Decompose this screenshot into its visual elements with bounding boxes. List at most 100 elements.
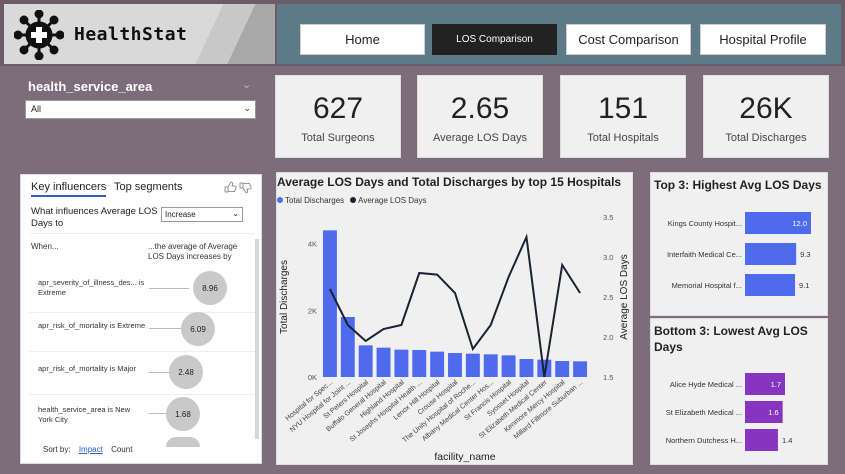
bar-total-discharges[interactable] [394,349,409,377]
hbar[interactable] [745,373,785,395]
y-tick-label: 4K [308,240,317,249]
thumbs-feedback-icon[interactable] [224,181,252,193]
sort-label: Sort by: [43,445,71,454]
influencer-connector [149,413,169,414]
y2-tick-label: 1.5 [603,373,613,382]
influencer-item-label[interactable]: health_service_area is New York City [38,405,131,424]
bar-total-discharges[interactable] [340,317,355,377]
legend-dot-icon [277,197,283,203]
kpi-label: Total Hospitals [587,132,659,144]
bar-total-discharges[interactable] [537,359,552,377]
bottom3-panel: Bottom 3: Lowest Avg LOS Days Alice Hyde… [650,318,828,465]
legend-label: Total Discharges [285,196,345,205]
vertical-scrollbar[interactable] [255,239,259,439]
sort-count-option[interactable]: Count [111,445,133,454]
bar-total-discharges[interactable] [483,354,498,377]
y-tick-label: 0K [308,373,317,382]
bottom3-bar-chart: Alice Hyde Medical ... 1.7 St Elizabeth Me… [666,373,792,451]
kpi-value: 627 [312,92,364,125]
hbar[interactable] [745,401,783,423]
chart-title: Average LOS Days and Total Discharges by… [277,175,622,189]
kpi-label: Average LOS Days [433,132,527,144]
sort-by-control: Sort by: Impact Count [43,445,132,454]
nav-home-button[interactable]: Home [300,24,425,55]
y2-tick-label: 2.5 [603,293,613,302]
bar-total-discharges[interactable] [501,355,516,377]
kpi-total-discharges: 26K Total Discharges [703,75,829,158]
bar-total-discharges[interactable] [412,350,427,377]
chevron-down-icon: ⌄ [243,103,251,113]
legend-item-discharges[interactable]: Total Discharges [277,196,344,205]
los-discharges-chart: Average LOS Days and Total Discharges by… [276,172,633,465]
kpi-value: 2.65 [450,92,510,125]
tab-key-influencers[interactable]: Key influencers [31,181,107,197]
bar-category-label: Kings County Hospit... [668,219,742,228]
top3-panel: Top 3: Highest Avg LOS Days Kings County… [650,172,828,316]
divider [29,351,255,352]
col-when-header: When... [31,242,59,251]
bar-category-label: St Elizabeth Medical ... [666,408,742,417]
increase-decrease-dropdown[interactable]: Increase ⌄ [161,207,243,222]
bar-value-label: 12.0 [792,219,807,228]
influencer-value-bubble[interactable]: 8.96 [193,271,227,305]
health-service-area-dropdown[interactable]: All ⌄ [25,100,256,119]
line-average-los-days[interactable] [329,233,581,378]
nav-cost-comparison-button[interactable]: Cost Comparison [566,24,691,55]
hbar[interactable] [745,212,811,234]
y2-tick-label: 3.0 [603,253,613,262]
sort-impact-option[interactable]: Impact [78,445,103,454]
y2-tick-label: 3.5 [603,213,613,222]
influencer-item-label[interactable]: apr_risk_of_mortality is Extreme [38,321,146,330]
influencer-connector [149,328,185,329]
nav-hospital-profile-button[interactable]: Hospital Profile [700,24,826,55]
bar-category-label: Memorial Hospital f... [672,281,742,290]
bar-value-label: 1.7 [771,380,781,389]
logo-decoration [185,4,275,64]
nav-los-comparison-button[interactable]: LOS Comparison [432,24,557,55]
bar-total-discharges[interactable] [376,347,391,377]
divider [29,312,255,313]
kpi-label: Total Discharges [725,132,807,144]
bar-total-discharges[interactable] [519,359,534,377]
hbar[interactable] [745,429,778,451]
influencer-item-label[interactable]: apr_risk_of_mortality is Major [38,364,136,373]
chevron-down-icon: ⌄ [232,209,239,218]
bar-total-discharges[interactable] [573,361,588,377]
influencer-item-label[interactable]: apr_severity_of_illness_des... is Extrem… [38,278,145,297]
legend-item-los[interactable]: Average LOS Days [350,196,426,205]
bar-total-discharges[interactable] [358,345,373,377]
divider [29,394,255,395]
influencer-bubble-partial [166,437,200,447]
bar-total-discharges[interactable] [555,361,570,377]
bar-total-discharges[interactable] [465,353,480,377]
bar-value-label: 1.6 [768,408,778,417]
kpi-value: 151 [597,92,649,125]
bar-total-discharges[interactable] [430,351,445,377]
bar-category-label: Interfaith Medical Ce... [667,250,742,259]
hbar[interactable] [745,274,796,296]
influencer-connector [149,288,189,289]
kpi-value: 26K [739,92,793,125]
bar-total-discharges[interactable] [322,230,337,377]
filter-collapse-icon[interactable]: ⌄ [242,79,252,91]
brand-logo-panel: HealthStat [4,4,275,64]
top3-title: Top 3: Highest Avg LOS Days [654,178,822,192]
kpi-total-hospitals: 151 Total Hospitals [560,75,686,158]
bar-value-label: 1.4 [782,436,792,445]
divider [29,233,255,234]
influencer-value-bubble[interactable]: 2.48 [169,355,203,389]
bar-total-discharges[interactable] [448,353,462,377]
bar-category-label: Northern Dutchess H... [666,436,742,445]
influencer-value-bubble[interactable]: 1.68 [166,397,200,431]
x-axis-title: facility_name [434,451,495,463]
y-axis-title: Total Discharges [279,260,290,334]
kpi-label: Total Surgeons [301,132,375,144]
tab-top-segments[interactable]: Top segments [114,181,183,193]
influencer-value-bubble[interactable]: 6.09 [181,312,215,346]
hbar[interactable] [745,243,797,265]
filter-title: health_service_area [28,79,153,94]
chart-legend: Total Discharges Average LOS Days [277,196,426,205]
bar-value-label: 9.1 [799,281,809,290]
brand-name: HealthStat [74,24,188,45]
